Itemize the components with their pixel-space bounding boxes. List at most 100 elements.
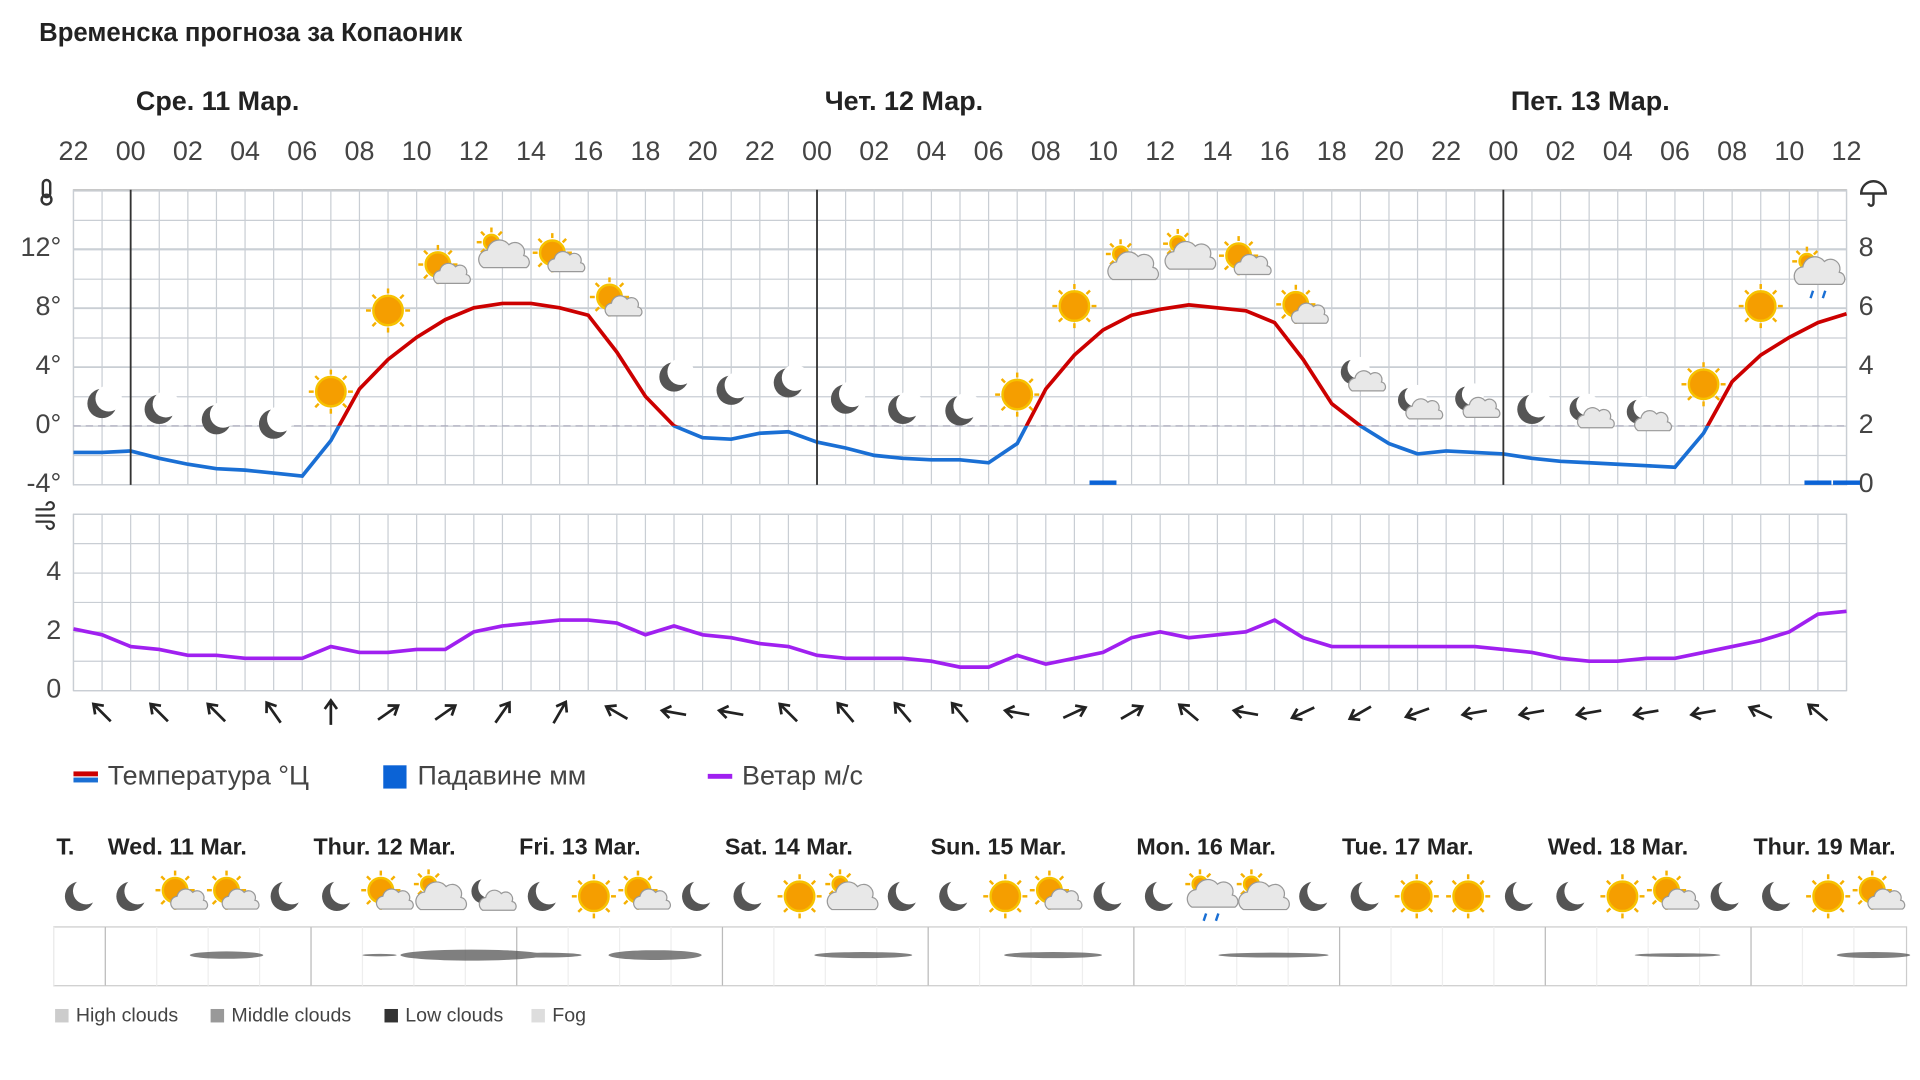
sun-disc xyxy=(372,294,404,327)
precipitation-bar xyxy=(1804,480,1832,485)
sun-ray xyxy=(561,238,568,244)
sun-ray xyxy=(314,375,320,381)
wind-arrow xyxy=(836,701,855,723)
moon-shadow xyxy=(781,364,809,391)
cloud xyxy=(478,889,517,911)
cloud xyxy=(826,881,879,911)
moon-shadow xyxy=(724,371,752,399)
weather-icon xyxy=(1276,284,1329,324)
temperature-line-below-zero xyxy=(73,425,1710,478)
sun-ray xyxy=(1427,879,1434,886)
cloud xyxy=(604,295,643,317)
weather-icon xyxy=(716,371,752,405)
wind-arrow xyxy=(1517,706,1545,721)
moon-shadow xyxy=(535,877,563,905)
moon-shadow xyxy=(690,877,717,905)
sun-ray xyxy=(594,282,600,288)
y-tick-label: 8° xyxy=(35,291,61,321)
weather-icon xyxy=(1792,246,1846,299)
moon-shadow xyxy=(1718,877,1746,905)
sun-ray xyxy=(1451,879,1457,886)
weather-icon xyxy=(1569,393,1615,429)
x-tick-label: 18 xyxy=(630,136,660,166)
moon-shadow xyxy=(895,877,923,905)
x-tick-label: 22 xyxy=(58,136,88,166)
strip-day-label: Wed. 11 Mar. xyxy=(108,834,247,860)
moon-shadow xyxy=(152,390,180,418)
sun-ray xyxy=(1000,405,1006,412)
x-tick-label: 22 xyxy=(745,136,775,166)
weather-icon xyxy=(1219,236,1272,276)
cloud xyxy=(375,888,414,910)
weather-icon xyxy=(1504,877,1540,912)
x-tick-label: 02 xyxy=(173,136,203,166)
cloud xyxy=(1238,881,1290,911)
weather-icon xyxy=(1600,874,1645,919)
strip-day-label: Wed. 18 Mar. xyxy=(1548,834,1688,860)
sun-ray xyxy=(423,249,429,256)
legend-swatch xyxy=(73,771,98,777)
weather-icon xyxy=(1397,384,1444,420)
day-label: Сре. 11 Мар. xyxy=(136,86,299,116)
sun-ray xyxy=(1223,265,1230,271)
weather-icon xyxy=(995,372,1040,417)
x-tick-label: 12 xyxy=(1832,136,1862,166)
wind-arrow xyxy=(91,702,112,723)
x-tick-label: 02 xyxy=(1546,136,1576,166)
weather-icon xyxy=(1710,877,1746,912)
sun-disc xyxy=(1687,368,1720,401)
sun-ray xyxy=(1714,367,1720,374)
wind-arrow xyxy=(494,700,511,724)
sun-ray xyxy=(434,872,440,879)
weather-icon xyxy=(155,870,209,910)
weather-icon xyxy=(1185,869,1239,922)
sun-ray xyxy=(1744,317,1750,323)
sun-ray xyxy=(1839,879,1845,886)
moon-shadow xyxy=(124,877,151,905)
moon-shadow xyxy=(330,877,357,905)
wind-arrow xyxy=(1460,706,1488,721)
weather-icon xyxy=(1852,870,1906,910)
weather-icon xyxy=(1163,228,1217,270)
x-tick-label: 16 xyxy=(573,136,603,166)
sun-ray xyxy=(497,230,503,237)
cloud xyxy=(1576,407,1615,429)
weather-icon xyxy=(1517,390,1552,425)
sun-ray xyxy=(1206,872,1212,879)
weather-icon xyxy=(418,244,471,285)
moon-shadow xyxy=(953,392,980,419)
wind-arrow xyxy=(1689,706,1716,721)
sun-ray xyxy=(1605,879,1612,886)
cloud xyxy=(1164,240,1217,270)
sun-ray xyxy=(623,899,629,905)
sun-disc xyxy=(1001,378,1034,411)
sun-ray xyxy=(1479,879,1485,886)
sun-ray xyxy=(1223,240,1230,247)
day-label: Пет. 13 Мар. xyxy=(1511,86,1670,116)
day-label: Чет. 12 Мар. xyxy=(825,86,983,116)
thermometer-icon xyxy=(40,178,53,206)
x-tick-label: 14 xyxy=(516,136,546,166)
weather-icon xyxy=(945,392,980,426)
sun-ray xyxy=(1248,240,1254,247)
strip-day-label: Tue. 17 Mar. xyxy=(1342,834,1473,860)
sun-ray xyxy=(366,899,372,905)
cloud xyxy=(1233,253,1272,276)
sun-ray xyxy=(1714,395,1720,401)
cloud-legend-label: Low clouds xyxy=(405,1004,503,1026)
sun-disc xyxy=(989,880,1022,913)
umbrella-icon xyxy=(1859,180,1887,207)
sun-ray xyxy=(1281,289,1287,295)
rain-drops xyxy=(1202,913,1220,922)
weather-icon xyxy=(659,358,694,392)
rain-drops xyxy=(1809,290,1827,299)
sun-ray xyxy=(1857,899,1863,905)
x-tick-label: 20 xyxy=(688,136,718,166)
sun-ray xyxy=(1400,907,1406,913)
sun-ray xyxy=(537,262,543,268)
sun-ray xyxy=(371,321,377,327)
weather-icon xyxy=(413,869,468,911)
sun-ray xyxy=(1651,875,1658,881)
sun-ray xyxy=(1812,250,1819,256)
x-tick-label: 12 xyxy=(1145,136,1175,166)
